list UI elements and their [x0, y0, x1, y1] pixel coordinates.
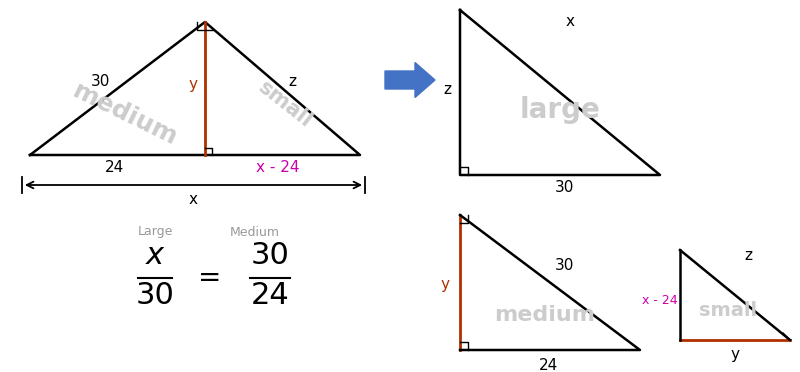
Text: 30: 30	[250, 241, 290, 269]
Text: large: large	[519, 96, 601, 124]
Text: x: x	[146, 241, 164, 269]
Text: Medium: Medium	[230, 225, 280, 238]
Text: y: y	[730, 347, 739, 362]
Text: 30: 30	[555, 180, 574, 196]
Text: small: small	[699, 301, 757, 320]
Text: x: x	[189, 192, 198, 208]
Text: =: =	[198, 264, 222, 292]
Text: 24: 24	[538, 357, 558, 372]
Text: 30: 30	[90, 74, 110, 90]
Text: y: y	[441, 278, 450, 292]
FancyArrow shape	[385, 62, 435, 97]
Text: x - 24: x - 24	[642, 294, 678, 307]
Text: z: z	[443, 83, 451, 97]
Text: medium: medium	[69, 79, 182, 151]
Text: medium: medium	[494, 305, 595, 325]
Text: 30: 30	[555, 257, 574, 273]
Text: z: z	[288, 74, 296, 90]
Text: x - 24: x - 24	[256, 160, 300, 176]
Text: small: small	[254, 78, 316, 132]
Text: y: y	[189, 77, 198, 93]
Text: z: z	[744, 247, 752, 263]
Text: 24: 24	[250, 280, 290, 310]
Text: 30: 30	[135, 280, 174, 310]
Text: x: x	[566, 15, 574, 29]
Text: Large: Large	[138, 225, 173, 238]
Text: 24: 24	[106, 160, 125, 176]
